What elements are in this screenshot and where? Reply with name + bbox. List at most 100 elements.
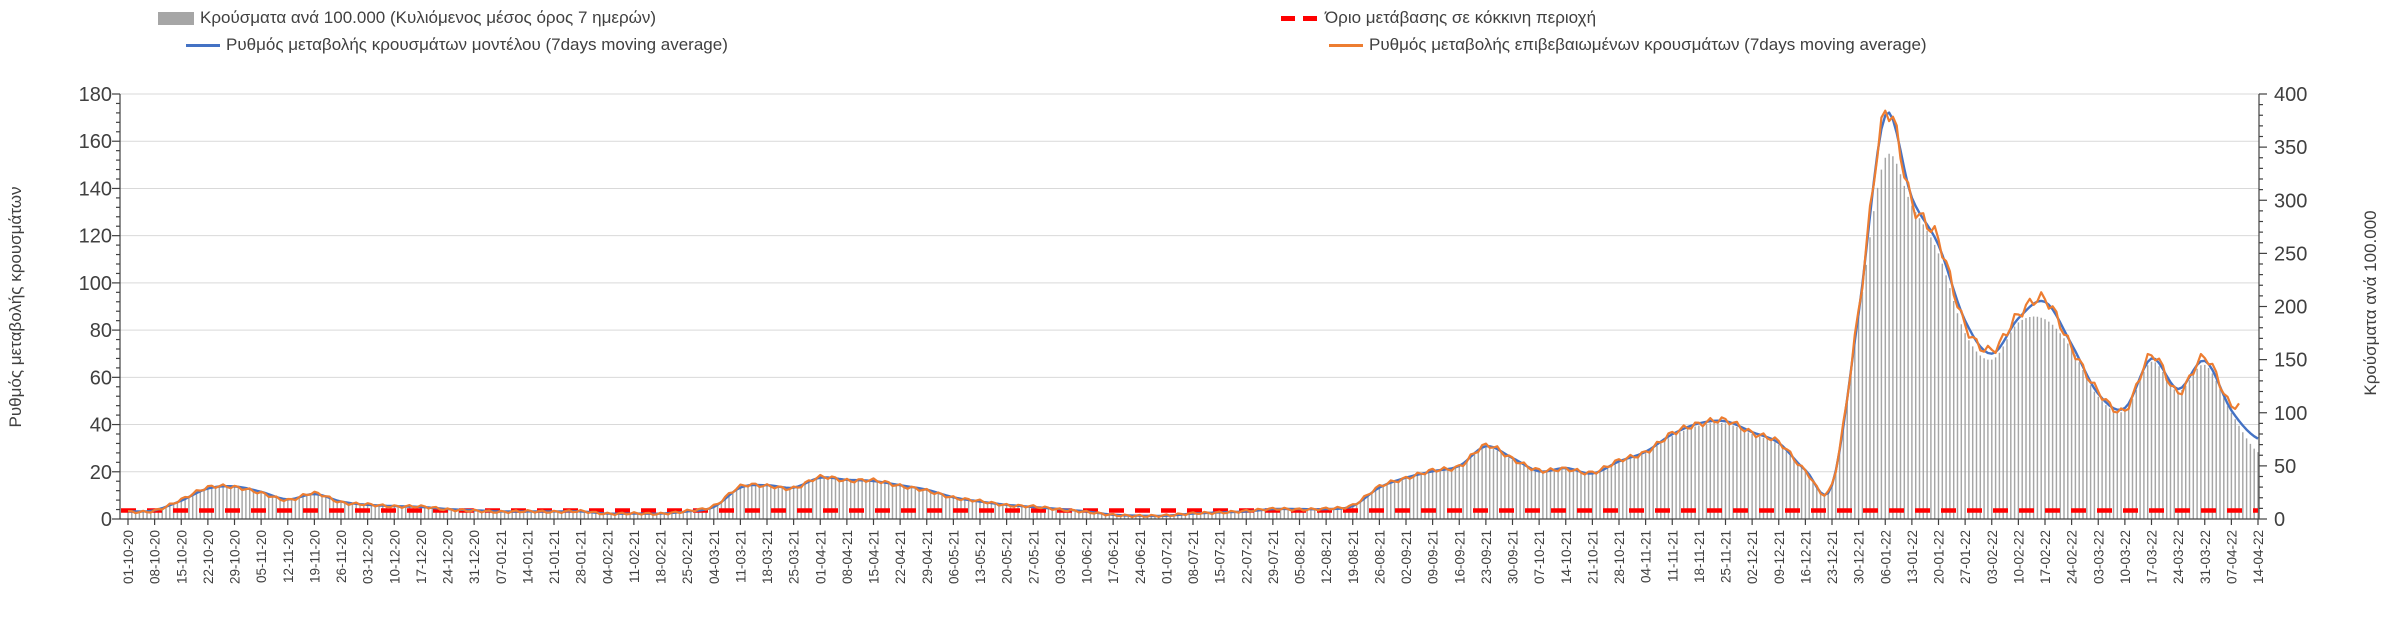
x-axis-date-label: 20-05-21 [1000, 530, 1015, 584]
x-axis-date-label: 11-03-21 [733, 530, 748, 583]
x-axis-date-label: 19-08-21 [1346, 530, 1361, 584]
line-swatch-orange-icon [1329, 43, 1363, 47]
x-axis-date-label: 25-02-21 [680, 530, 695, 584]
x-axis-date-label: 04-11-21 [1639, 530, 1654, 583]
right-axis-tick: 50 [2274, 456, 2296, 478]
right-axis-tick: 250 [2274, 243, 2307, 265]
left-axis-tick-labels: 0 20 40 60 80 100 120 140 160 180 [79, 84, 112, 531]
left-axis-tick: 140 [79, 178, 112, 200]
x-axis-date-label: 12-11-20 [281, 530, 296, 583]
x-axis-date-label: 08-04-21 [840, 530, 855, 584]
x-axis-date-label: 22-04-21 [893, 530, 908, 584]
x-axis-date-label: 10-06-21 [1080, 530, 1095, 584]
x-axis-date-label: 12-08-21 [1319, 530, 1334, 584]
x-axis-date-label: 13-05-21 [973, 530, 988, 584]
right-axis-tick: 400 [2274, 84, 2307, 106]
x-axis-date-label: 14-04-22 [2251, 530, 2266, 584]
x-axis-date-label: 23-12-21 [1825, 530, 1840, 584]
x-axis-date-label: 16-12-21 [1798, 530, 1813, 584]
right-axis-tick-labels: 0 50 100 150 200 250 300 350 400 [2274, 84, 2307, 531]
x-axis-date-label: 10-02-22 [2011, 530, 2026, 584]
right-axis-tick: 200 [2274, 297, 2307, 319]
x-axis-date-label: 24-03-22 [2171, 530, 2186, 584]
x-axis-date-label: 22-10-20 [201, 530, 216, 584]
right-axis-tick: 100 [2274, 403, 2307, 425]
x-axis-date-label: 15-04-21 [867, 530, 882, 584]
legend-label-model-rate: Ρυθμός μεταβολής κρουσμάτων μοντέλου (7d… [226, 35, 728, 54]
x-axis-date-label: 30-09-21 [1506, 530, 1521, 584]
bar-swatch-icon [158, 11, 194, 25]
x-axis-date-label: 11-02-21 [627, 530, 642, 583]
left-axis-tick: 0 [101, 509, 112, 531]
x-axis-date-label: 05-08-21 [1293, 530, 1308, 584]
x-axis-date-label: 20-01-22 [1932, 530, 1947, 584]
x-axis-date-label: 19-11-20 [307, 530, 322, 583]
x-axis-date-label: 06-01-22 [1878, 530, 1893, 584]
model-rate-line [128, 111, 2259, 518]
x-axis-date-label: 07-01-21 [494, 530, 509, 584]
x-axis-date-label: 28-10-21 [1612, 530, 1627, 584]
x-axis-date-label: 05-11-20 [254, 530, 269, 583]
x-axis-date-label: 18-02-21 [654, 530, 669, 584]
x-axis-date-label: 15-07-21 [1213, 530, 1228, 584]
x-axis-date-label: 31-03-22 [2198, 530, 2213, 584]
x-axis-date-label: 11-11-21 [1665, 530, 1680, 582]
x-axis-date-label: 17-12-20 [414, 530, 429, 584]
x-axis-date-label: 04-03-21 [707, 530, 722, 584]
x-axis-date-label: 16-09-21 [1452, 530, 1467, 584]
x-axis-date-label: 10-12-20 [387, 530, 402, 584]
x-axis-date-label: 26-08-21 [1372, 530, 1387, 584]
x-axis-date-label: 01-10-20 [121, 530, 136, 584]
x-axis-date-label: 08-07-21 [1186, 530, 1201, 584]
x-axis-date-label: 03-06-21 [1053, 530, 1068, 584]
x-axis-date-label: 09-12-21 [1772, 530, 1787, 584]
x-axis-date-label: 03-02-22 [1985, 530, 2000, 584]
dash-swatch-icon [1281, 15, 1319, 21]
x-axis-date-label: 26-11-20 [334, 530, 349, 583]
x-axis-date-label: 01-04-21 [813, 530, 828, 584]
x-axis-date-label: 29-07-21 [1266, 530, 1281, 584]
right-axis-tick: 150 [2274, 350, 2307, 372]
x-axis-date-label: 14-10-21 [1559, 530, 1574, 584]
x-axis-date-label: 25-11-21 [1719, 530, 1734, 583]
x-axis-date-label: 06-05-21 [946, 530, 961, 584]
x-axis-date-label: 07-04-22 [2224, 530, 2239, 584]
x-axis-date-label: 28-01-21 [574, 530, 589, 584]
left-axis-tick: 40 [90, 415, 112, 437]
x-axis-date-label: 31-12-20 [467, 530, 482, 584]
confirmed-rate-line [127, 109, 2240, 519]
x-axis-date-label: 29-10-20 [228, 530, 243, 584]
x-axis-date-label: 04-02-21 [600, 530, 615, 584]
x-axis-date-label: 22-07-21 [1239, 530, 1254, 584]
legend-item-red-threshold: Όριο μετάβασης σε κόκκινη περιοχή [1281, 8, 1596, 28]
legend-item-cases-bars: Κρούσματα ανά 100.000 (Κυλιόμενος μέσος … [158, 8, 656, 28]
x-axis-date-label: 09-09-21 [1426, 530, 1441, 584]
legend-label-confirmed-rate: Ρυθμός μεταβολής επιβεβαιωμένων κρουσμάτ… [1369, 35, 1927, 54]
x-axis-date-label: 08-10-20 [148, 530, 163, 584]
x-axis-date-label: 25-03-21 [787, 530, 802, 584]
x-axis-date-label: 18-11-21 [1692, 530, 1707, 583]
cases-bars-series [127, 153, 2259, 519]
left-axis-tick: 120 [79, 226, 112, 248]
left-axis-tick: 80 [90, 320, 112, 342]
right-axis-tick: 0 [2274, 509, 2285, 531]
x-axis-date-label: 17-02-22 [2038, 530, 2053, 584]
legend-label-red-threshold: Όριο μετάβασης σε κόκκινη περιοχή [1325, 8, 1597, 27]
right-axis-tick: 300 [2274, 190, 2307, 212]
x-axis-date-label: 14-01-21 [520, 530, 535, 584]
x-axis-date-label: 24-02-22 [2065, 530, 2080, 584]
legend-label-cases-bars: Κρούσματα ανά 100.000 (Κυλιόμενος μέσος … [200, 8, 657, 27]
x-axis-date-label: 10-03-22 [2118, 530, 2133, 584]
left-axis-tick: 20 [90, 462, 112, 484]
x-axis-date-label: 15-10-20 [174, 530, 189, 584]
x-axis-date-label: 21-10-21 [1585, 530, 1600, 584]
left-axis-tick: 160 [79, 131, 112, 153]
x-axis-date-label: 07-10-21 [1532, 530, 1547, 584]
x-axis-date-label: 13-01-22 [1905, 530, 1920, 584]
x-axis-date-label: 17-03-22 [2145, 530, 2160, 584]
x-axis-date-label: 21-01-21 [547, 530, 562, 584]
line-swatch-blue-icon [186, 43, 220, 47]
x-axis-tick-labels: 01-10-20 08-10-20 15-10-20 22-10-20 29-10-20… [121, 530, 2266, 584]
